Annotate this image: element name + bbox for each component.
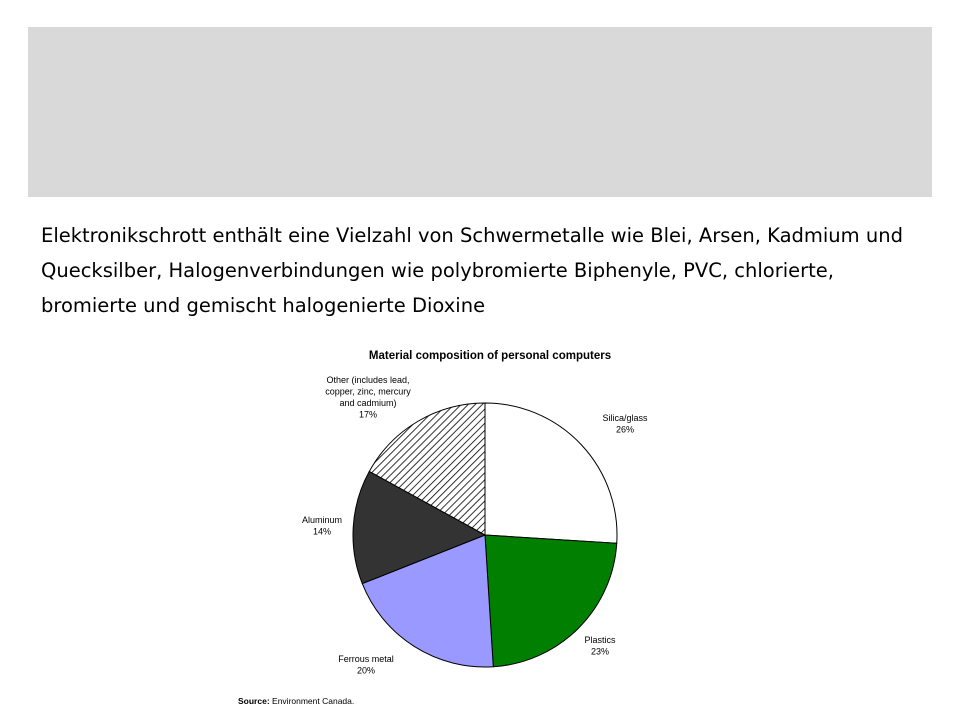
slide-title-placeholder <box>28 27 932 197</box>
source-text: Environment Canada. <box>272 696 355 706</box>
slice-label: Plastics 23% <box>584 635 616 657</box>
pie-slice <box>484 534 618 668</box>
slice-label: Aluminum 14% <box>302 515 342 537</box>
pie-slice <box>368 402 486 536</box>
pie-slice <box>361 534 494 668</box>
chart-title: Material composition of personal compute… <box>368 350 612 362</box>
slice-label: Silica/glass 26% <box>602 413 648 435</box>
source-label: Source: <box>238 696 270 706</box>
pie-svg: Silica/glass 26% Plastics 23% Ferrous metal 2… <box>302 375 648 676</box>
pie-slice <box>484 402 618 544</box>
chart-source: Source: Environment Canada. <box>238 696 354 706</box>
slice-label: Ferrous metal 20% <box>338 654 394 676</box>
pie-slice <box>352 470 487 585</box>
slide-body-text: Elektronikschrott enthält eine Vielzahl … <box>41 224 903 317</box>
slice-label: Other (includes lead, copper, zinc, mercu… <box>325 375 411 420</box>
pie-chart: Material composition of personal compute… <box>230 338 650 716</box>
